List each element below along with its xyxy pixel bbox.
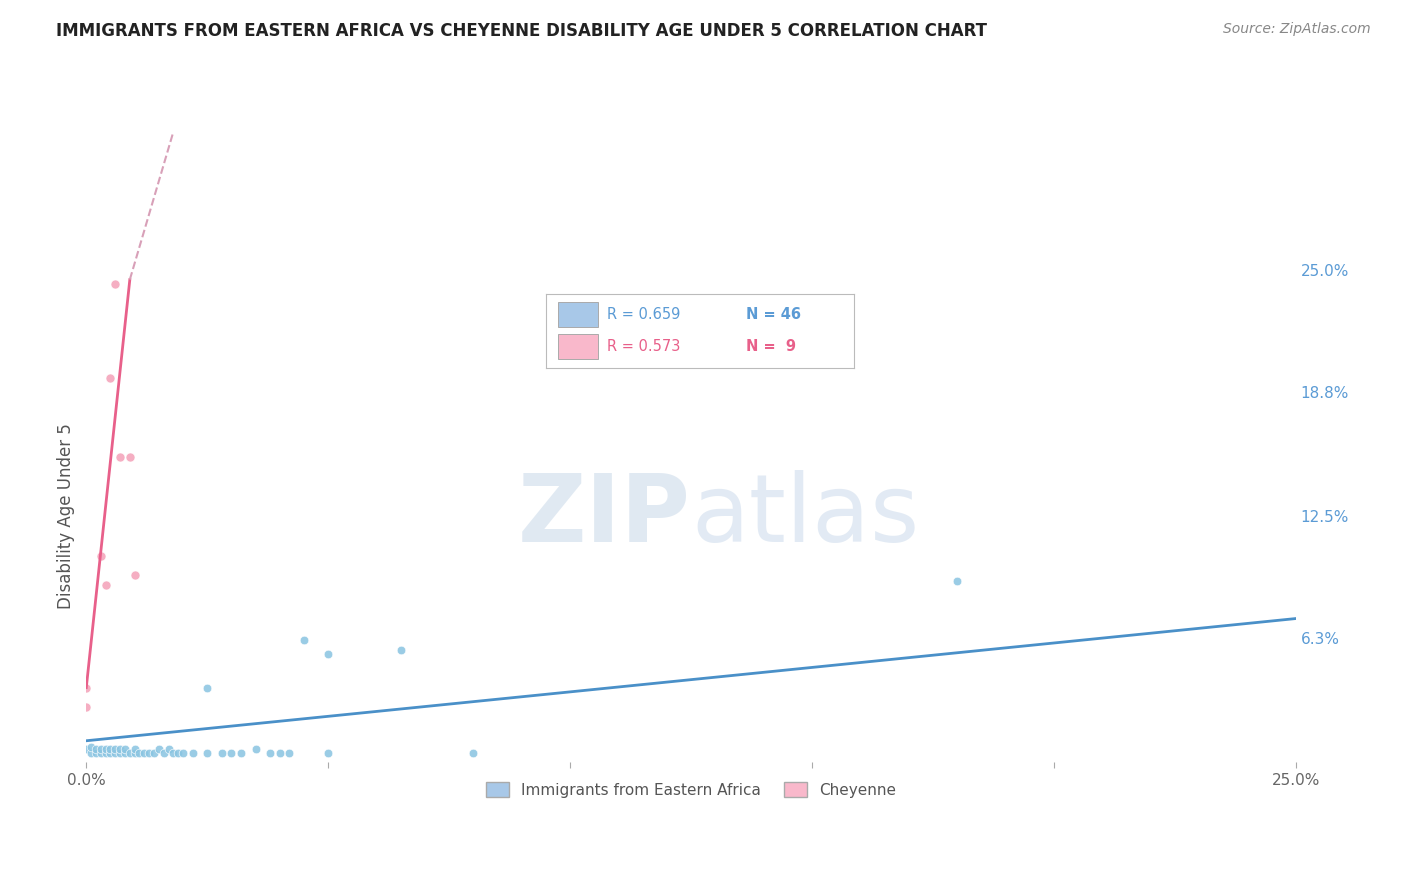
Point xyxy=(292,633,315,648)
Point xyxy=(80,746,103,760)
Point xyxy=(143,746,166,760)
Point xyxy=(94,741,117,756)
Point xyxy=(181,746,204,760)
Point xyxy=(195,681,218,695)
Point xyxy=(157,741,180,756)
Point xyxy=(128,746,150,760)
Y-axis label: Disability Age Under 5: Disability Age Under 5 xyxy=(58,423,75,609)
Point xyxy=(104,741,127,756)
Point xyxy=(162,746,184,760)
Point xyxy=(259,746,281,760)
Point xyxy=(124,568,146,582)
Point xyxy=(167,746,190,760)
Text: ZIP: ZIP xyxy=(517,470,690,562)
Point xyxy=(124,746,146,760)
Point xyxy=(316,647,339,661)
Point xyxy=(245,741,267,756)
Point xyxy=(118,746,141,760)
Point xyxy=(463,746,485,760)
Point xyxy=(108,741,131,756)
Point xyxy=(229,746,252,760)
Point xyxy=(75,681,97,695)
Point xyxy=(278,746,301,760)
Point xyxy=(84,741,107,756)
Point xyxy=(90,549,112,563)
Point xyxy=(75,741,97,756)
Point xyxy=(114,741,136,756)
Point xyxy=(90,746,112,760)
Point xyxy=(148,741,170,756)
Point xyxy=(100,741,122,756)
Point xyxy=(269,746,291,760)
Point xyxy=(195,746,218,760)
Point xyxy=(104,277,127,291)
Text: Source: ZipAtlas.com: Source: ZipAtlas.com xyxy=(1223,22,1371,37)
Point xyxy=(75,700,97,714)
Point xyxy=(946,574,969,588)
Text: atlas: atlas xyxy=(690,470,920,562)
Point xyxy=(152,746,174,760)
Text: IMMIGRANTS FROM EASTERN AFRICA VS CHEYENNE DISABILITY AGE UNDER 5 CORRELATION CH: IMMIGRANTS FROM EASTERN AFRICA VS CHEYEN… xyxy=(56,22,987,40)
Point xyxy=(100,746,122,760)
Point xyxy=(104,746,127,760)
Point xyxy=(108,450,131,464)
Point xyxy=(172,746,194,760)
Point xyxy=(118,450,141,464)
Point xyxy=(316,746,339,760)
Point xyxy=(100,371,122,385)
Point xyxy=(134,746,156,760)
Point xyxy=(94,746,117,760)
Point xyxy=(84,746,107,760)
Legend: Immigrants from Eastern Africa, Cheyenne: Immigrants from Eastern Africa, Cheyenne xyxy=(479,776,903,804)
Point xyxy=(114,746,136,760)
Point xyxy=(90,741,112,756)
Point xyxy=(211,746,233,760)
Point xyxy=(389,643,412,657)
Point xyxy=(138,746,160,760)
Point xyxy=(124,741,146,756)
Point xyxy=(80,739,103,754)
Point xyxy=(108,746,131,760)
Point xyxy=(94,578,117,592)
Point xyxy=(221,746,243,760)
